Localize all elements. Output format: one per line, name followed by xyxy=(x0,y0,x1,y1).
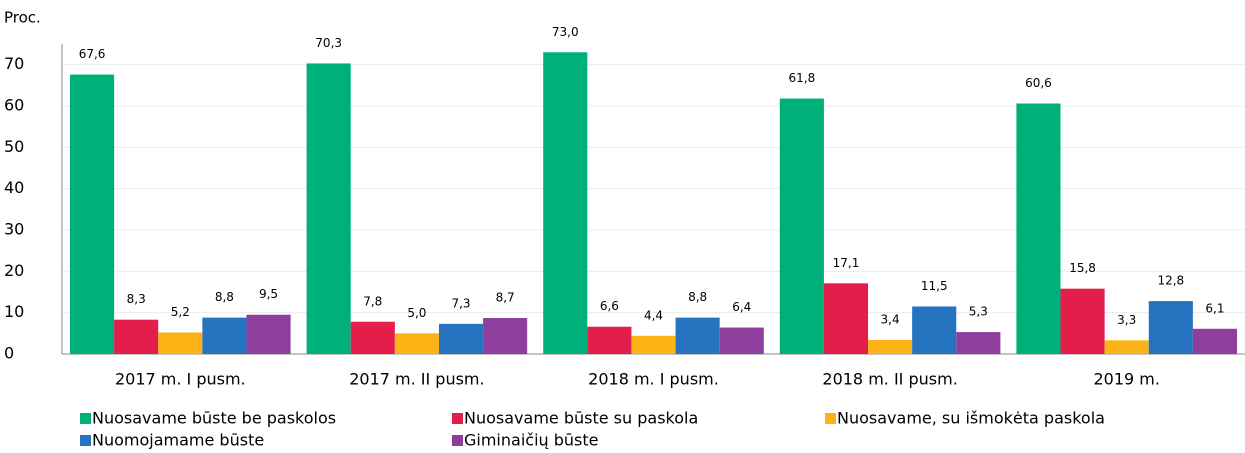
bar xyxy=(868,339,913,354)
value-label: 5,2 xyxy=(171,305,190,319)
value-label: 3,3 xyxy=(1117,313,1136,327)
y-tick-label: 10 xyxy=(4,302,24,321)
bar xyxy=(912,306,957,354)
bar xyxy=(114,319,159,354)
bar xyxy=(719,327,764,354)
value-label: 3,4 xyxy=(881,312,900,326)
bar xyxy=(956,332,1001,354)
bar xyxy=(779,98,824,354)
value-label: 60,6 xyxy=(1025,76,1052,90)
x-tick-label: 2017 m. I pusm. xyxy=(115,370,246,389)
legend-swatch xyxy=(452,435,463,446)
bar xyxy=(438,323,484,354)
value-label: 6,6 xyxy=(600,299,619,313)
legend-label: Nuosavame būste su paskola xyxy=(464,409,698,428)
value-label: 8,7 xyxy=(496,291,515,305)
legend-label: Giminaičių būste xyxy=(464,431,598,450)
value-label: 7,3 xyxy=(451,296,470,310)
bar xyxy=(1104,340,1149,354)
value-label: 61,8 xyxy=(789,71,816,85)
value-label: 11,5 xyxy=(921,279,948,293)
bar xyxy=(158,332,203,354)
bar xyxy=(350,321,395,354)
value-label: 15,8 xyxy=(1069,261,1096,275)
bar xyxy=(631,335,676,354)
legend-swatch xyxy=(452,413,463,424)
y-tick-label: 60 xyxy=(4,96,24,115)
value-label: 9,5 xyxy=(259,287,278,301)
bar xyxy=(1016,103,1061,355)
value-label: 5,0 xyxy=(407,306,426,320)
value-label: 17,1 xyxy=(833,256,860,270)
y-tick-label: 0 xyxy=(4,344,14,363)
legend-swatch xyxy=(80,413,91,424)
value-label: 4,4 xyxy=(644,308,663,322)
value-label: 70,3 xyxy=(315,36,342,50)
bar xyxy=(70,74,115,354)
value-label: 6,4 xyxy=(732,300,751,314)
bar xyxy=(306,63,351,354)
y-tick-label: 70 xyxy=(4,54,24,73)
value-label: 12,8 xyxy=(1157,274,1184,288)
value-label: 67,6 xyxy=(79,47,106,61)
bar xyxy=(823,283,869,354)
x-tick-label: 2018 m. I pusm. xyxy=(588,370,719,389)
x-tick-label: 2018 m. II pusm. xyxy=(822,370,957,389)
y-tick-label: 20 xyxy=(4,261,24,280)
value-label: 8,8 xyxy=(688,290,707,304)
legend-label: Nuomojamame būste xyxy=(92,431,264,450)
legend-label: Nuosavame, su išmokėta paskola xyxy=(837,409,1105,428)
value-label: 6,1 xyxy=(1205,301,1224,315)
bar xyxy=(394,333,439,354)
bar xyxy=(1148,301,1193,354)
legend-label: Nuosavame būste be paskolos xyxy=(92,409,336,428)
y-tick-label: 30 xyxy=(4,220,24,239)
value-label: 8,3 xyxy=(127,292,146,306)
bar xyxy=(246,314,291,354)
legend-swatch xyxy=(825,413,836,424)
y-axis-label: Proc. xyxy=(4,9,41,27)
y-tick-label: 40 xyxy=(4,178,24,197)
value-label: 5,3 xyxy=(969,305,988,319)
x-tick-label: 2017 m. II pusm. xyxy=(349,370,484,389)
bar xyxy=(675,317,720,354)
value-label: 73,0 xyxy=(552,25,579,39)
x-tick-label: 2019 m. xyxy=(1093,370,1159,389)
bar xyxy=(543,52,588,355)
bar xyxy=(483,318,528,354)
value-label: 7,8 xyxy=(363,294,382,308)
bar xyxy=(202,317,247,354)
bar xyxy=(587,326,632,354)
y-tick-label: 50 xyxy=(4,137,24,156)
bar xyxy=(1060,288,1105,354)
value-label: 8,8 xyxy=(215,290,234,304)
legend-swatch xyxy=(80,435,91,446)
bar xyxy=(1192,328,1237,354)
